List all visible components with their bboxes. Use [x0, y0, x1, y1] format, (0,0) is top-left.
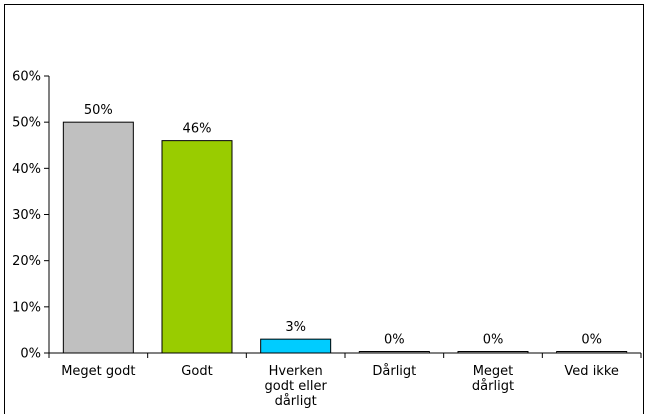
x-tick-label-line: Ved ikke: [564, 364, 618, 379]
data-label: 50%: [84, 103, 113, 118]
bar: [62, 121, 134, 354]
data-label: 46%: [183, 122, 212, 137]
bar: [556, 351, 628, 354]
data-label: 0%: [483, 333, 504, 348]
chart-frame: 0% 10% 20% 30% 40% 50% 60% 50% Meget godt 46% God…: [4, 4, 644, 414]
x-tick-label: Meget dårligt: [472, 364, 514, 394]
x-tick-label: Godt: [181, 364, 212, 379]
bar-chart: 0% 10% 20% 30% 40% 50% 60% 50% Meget godt 46% God…: [12, 70, 642, 409]
y-tick-label: 50%: [12, 116, 41, 131]
chart-axes: 0% 10% 20% 30% 40% 50% 60%: [12, 70, 642, 362]
data-label: 0%: [384, 333, 405, 348]
x-tick-label-line: Dårligt: [372, 364, 416, 379]
x-tick-label: Meget godt: [61, 364, 135, 379]
data-label: 3%: [285, 320, 306, 335]
x-tick-label-line: dårligt: [275, 394, 317, 409]
x-tick-label: Hverken godt eller dårligt: [265, 364, 328, 409]
x-tick-label: Ved ikke: [564, 364, 618, 379]
data-label: 0%: [581, 333, 602, 348]
x-tick-label-line: Meget: [473, 364, 514, 379]
x-tick-label-line: Meget godt: [61, 364, 135, 379]
y-tick-label: 60%: [12, 70, 41, 85]
x-tick-label-line: dårligt: [472, 379, 514, 394]
x-tick-label-line: godt eller: [265, 379, 328, 394]
x-tick-label-line: Hverken: [269, 364, 323, 379]
chart-bars: [62, 121, 628, 354]
bar: [457, 351, 529, 354]
y-tick-label: 0%: [20, 347, 41, 362]
bar: [161, 140, 233, 354]
x-tick-label-line: Godt: [181, 364, 212, 379]
y-tick-label: 10%: [12, 300, 41, 315]
y-tick-label: 30%: [12, 208, 41, 223]
y-tick-label: 40%: [12, 162, 41, 177]
bar: [260, 338, 332, 354]
bar: [358, 351, 430, 354]
x-tick-label: Dårligt: [372, 364, 416, 379]
y-tick-label: 20%: [12, 254, 41, 269]
